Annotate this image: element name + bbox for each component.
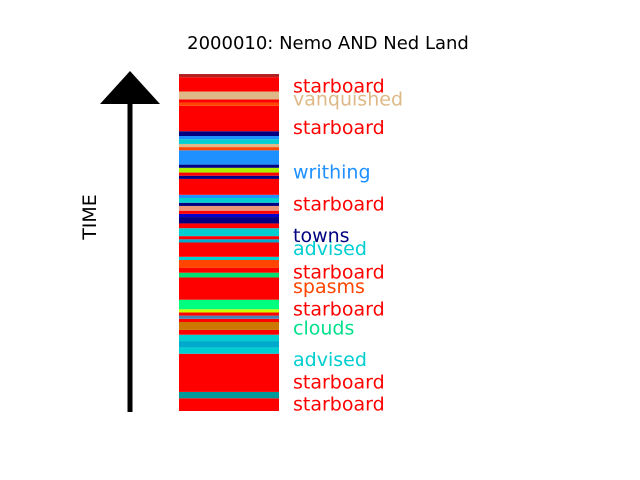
word-label: starboard [293, 117, 385, 139]
word-label: starboard [293, 193, 385, 215]
bar-segment [179, 197, 279, 203]
bar-segment [179, 312, 279, 316]
word-label: starboard [293, 262, 385, 284]
bar-segment [179, 277, 279, 300]
word-label: advised [293, 238, 367, 260]
timeline-bar [179, 74, 279, 411]
word-label: starboard [293, 371, 385, 393]
bar-segment [179, 194, 279, 198]
bar-segment [179, 236, 279, 240]
bar-segment [179, 217, 279, 224]
time-arrow-head [100, 71, 160, 104]
bar-segment [179, 164, 279, 168]
bar-segment [179, 239, 279, 243]
bar-segment [179, 74, 279, 78]
bar-segment [179, 256, 279, 260]
bar-segment [179, 321, 279, 330]
bar-segment [179, 99, 279, 103]
bar-segment [179, 299, 279, 310]
word-label: clouds [293, 317, 354, 339]
word-label: starboard [293, 76, 385, 98]
bar-segment [179, 172, 279, 176]
word-label: starboard [293, 298, 385, 320]
bar-segment [179, 272, 279, 278]
bar-segment [179, 347, 279, 354]
word-label: towns [293, 225, 350, 247]
bar-segment [179, 202, 279, 206]
bar-segment [179, 91, 279, 100]
bar-segment [179, 267, 279, 273]
bar-segment [179, 147, 279, 151]
bar-segment [179, 309, 279, 313]
bar-segment [179, 398, 279, 411]
bar-segment [179, 210, 279, 214]
bar-segment [179, 242, 279, 257]
bar-segment [179, 318, 279, 322]
bar-segment [179, 105, 279, 132]
bar-segment [179, 102, 279, 106]
bar-segment [179, 131, 279, 136]
word-label: advised [293, 349, 367, 371]
time-arrow [100, 71, 160, 412]
bar-segment [179, 341, 279, 348]
bar-segment [179, 175, 279, 179]
bar-segment [179, 205, 279, 211]
bar-segment [179, 259, 279, 268]
bar-segment [179, 77, 279, 92]
bar-segment [179, 223, 279, 229]
word-label: writhing [293, 162, 371, 184]
word-label: spasms [293, 276, 365, 298]
bar-segment [179, 143, 279, 148]
bar-segment [179, 139, 279, 144]
bar-segment [179, 150, 279, 165]
bar-segment [179, 228, 279, 237]
bar-segment [179, 353, 279, 392]
bar-segment [179, 329, 279, 335]
bar-segment [179, 334, 279, 342]
word-label: vanquished [293, 88, 403, 110]
chart-title: 2000010: Nemo AND Ned Land [187, 33, 469, 54]
word-label: starboard [293, 394, 385, 416]
y-axis-label: TIME [79, 194, 101, 241]
word-labels: starboardstarboardadvisedcloudsstarboard… [293, 76, 403, 416]
bar-segment [179, 178, 279, 195]
bar-segment [179, 391, 279, 399]
bar-segment [179, 135, 279, 140]
bar-segment [179, 315, 279, 319]
bar-segment [179, 167, 279, 173]
bar-segment [179, 213, 279, 218]
